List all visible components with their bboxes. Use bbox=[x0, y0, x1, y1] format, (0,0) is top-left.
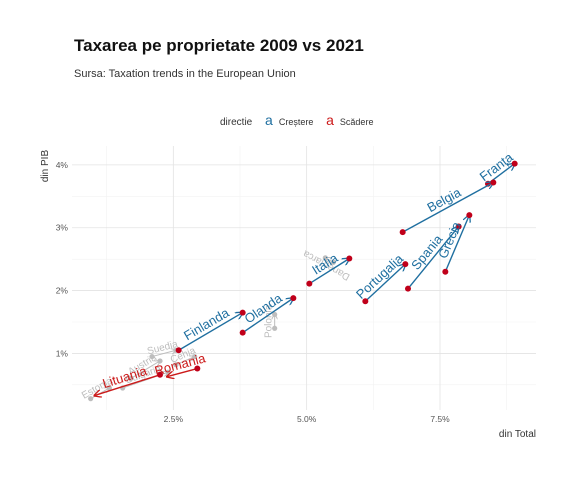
legend-label-increase: Creștere bbox=[278, 117, 314, 127]
series-point-start bbox=[362, 298, 369, 305]
series-arrow bbox=[94, 374, 161, 396]
bg-arrow bbox=[151, 350, 176, 358]
series-point-start bbox=[194, 365, 201, 372]
bg-arrow bbox=[175, 357, 195, 366]
legend-key-increase: a bbox=[265, 112, 273, 128]
series-point-end bbox=[466, 212, 473, 219]
bg-point-start bbox=[173, 362, 179, 368]
bg-point-start bbox=[128, 375, 134, 382]
series-arrow bbox=[167, 367, 198, 377]
series-point-end bbox=[239, 309, 246, 316]
series-arrow bbox=[402, 182, 494, 233]
bg-point-end bbox=[157, 358, 163, 364]
bg-point-end bbox=[272, 311, 278, 318]
series-point-end bbox=[455, 223, 462, 230]
bg-point-start bbox=[330, 259, 336, 265]
x-tick-label: 5.0% bbox=[297, 414, 317, 424]
series-point-start bbox=[239, 329, 246, 336]
bg-point-end bbox=[106, 385, 112, 391]
chart-title: Taxarea pe proprietate 2009 vs 2021 bbox=[74, 36, 364, 55]
y-tick-label: 2% bbox=[56, 286, 69, 296]
y-tick-label: 3% bbox=[56, 223, 69, 233]
series-arrow bbox=[444, 215, 469, 272]
series-label: Portugalia bbox=[353, 251, 407, 302]
series-point-end bbox=[511, 160, 518, 167]
series-point-start bbox=[405, 285, 411, 292]
series-point-end bbox=[490, 179, 497, 186]
bg-series-label: Polonia bbox=[264, 304, 275, 338]
axes: 2.5% 5.0% 7.5% 1% 2% 3% 4% din Total din PIB bbox=[40, 150, 536, 440]
legend-label-decrease: Scădere bbox=[339, 117, 374, 127]
bg-arrow bbox=[130, 361, 160, 380]
y-tick-label: 1% bbox=[56, 348, 69, 358]
series-arrow bbox=[407, 226, 459, 290]
highlighted-series: FranțaBelgiaSpaniaGreciaPortugaliaItalia… bbox=[94, 149, 518, 396]
legend-key-decrease: a bbox=[326, 112, 334, 128]
bg-point-end bbox=[322, 255, 328, 261]
series-point-end bbox=[290, 295, 297, 302]
x-tick-label: 7.5% bbox=[430, 414, 450, 424]
y-axis-label: din PIB bbox=[40, 150, 51, 183]
series-arrow bbox=[178, 313, 243, 351]
series-point-start bbox=[399, 229, 406, 236]
y-tick-label: 4% bbox=[56, 160, 69, 170]
series-point-start bbox=[442, 268, 449, 275]
x-axis-label: din Total bbox=[499, 429, 536, 440]
legend-title: directie bbox=[220, 117, 253, 128]
series-label: Belgia bbox=[424, 184, 464, 215]
series-arrow bbox=[242, 298, 294, 334]
legend: directie a Creștere a Scădere bbox=[220, 112, 373, 128]
bg-point-end bbox=[192, 353, 198, 360]
grid bbox=[72, 146, 536, 410]
chart-subtitle: Sursa: Taxation trends in the European U… bbox=[74, 68, 296, 80]
series-arrow bbox=[308, 259, 349, 285]
series-point-start bbox=[157, 371, 163, 378]
series-point-start bbox=[175, 347, 182, 354]
series-point-end bbox=[346, 255, 353, 262]
series-point-end bbox=[402, 261, 409, 268]
bg-point-start bbox=[88, 396, 94, 402]
series-arrow bbox=[364, 264, 405, 302]
x-tick-label: 2.5% bbox=[164, 414, 184, 424]
series-point-start bbox=[306, 280, 313, 287]
bg-point-start bbox=[149, 353, 155, 360]
bg-point-start bbox=[272, 325, 278, 331]
